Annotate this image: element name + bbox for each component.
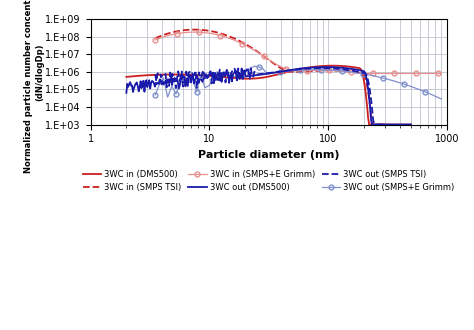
3WC out (DMS500)	[365, 81, 370, 84]
3WC in (SMPS+E Grimm)	[352, 71, 357, 75]
Line: 3WC in (SMPS+E Grimm): 3WC in (SMPS+E Grimm)	[153, 30, 444, 76]
3WC out (SMPS+E Grimm)	[219, 72, 224, 76]
3WC out (SMPS TSI)	[364, 73, 369, 77]
3WC out (DMS500)	[298, 67, 303, 71]
Line: 3WC in (DMS500): 3WC in (DMS500)	[127, 66, 411, 124]
3WC in (DMS500)	[124, 75, 129, 79]
3WC out (SMPS+E Grimm)	[438, 97, 444, 101]
3WC out (DMS500)	[124, 91, 129, 95]
3WC in (SMPS+E Grimm)	[438, 72, 444, 76]
3WC out (SMPS+E Grimm)	[397, 81, 403, 85]
3WC in (SMPS TSI)	[382, 122, 388, 126]
3WC out (SMPS TSI)	[372, 122, 377, 126]
3WC in (SMPS TSI)	[196, 28, 202, 32]
3WC in (DMS500)	[293, 68, 299, 72]
3WC in (DMS500)	[383, 122, 389, 126]
Line: 3WC out (SMPS TSI): 3WC out (SMPS TSI)	[155, 67, 385, 124]
3WC in (SMPS+E Grimm)	[192, 30, 198, 34]
3WC in (SMPS+E Grimm)	[341, 69, 346, 73]
3WC in (SMPS TSI)	[166, 31, 172, 35]
3WC in (SMPS TSI)	[191, 28, 197, 32]
3WC in (SMPS TSI)	[152, 36, 158, 40]
3WC in (DMS500)	[292, 68, 298, 72]
3WC in (DMS500)	[408, 122, 414, 126]
Line: 3WC out (SMPS+E Grimm): 3WC out (SMPS+E Grimm)	[153, 64, 444, 101]
3WC out (DMS500)	[323, 65, 329, 69]
3WC out (SMPS TSI)	[162, 73, 167, 77]
3WC out (DMS500)	[369, 122, 375, 126]
3WC in (SMPS+E Grimm)	[413, 72, 419, 76]
3WC out (SMPS+E Grimm)	[152, 93, 158, 97]
Line: 3WC out (DMS500): 3WC out (DMS500)	[127, 67, 411, 124]
3WC in (SMPS TSI)	[370, 122, 376, 126]
X-axis label: Particle diameter (nm): Particle diameter (nm)	[198, 150, 339, 160]
3WC out (SMPS+E Grimm)	[252, 64, 257, 68]
3WC out (SMPS+E Grimm)	[401, 82, 407, 86]
3WC out (DMS500)	[292, 67, 298, 71]
3WC in (SMPS TSI)	[162, 33, 167, 37]
3WC out (DMS500)	[408, 122, 414, 126]
Legend: 3WC in (DMS500), 3WC in (SMPS TSI), 3WC in (SMPS+E Grimm), 3WC out (DMS500), 3WC: 3WC in (DMS500), 3WC in (SMPS TSI), 3WC …	[79, 167, 458, 195]
3WC out (SMPS TSI)	[213, 80, 219, 84]
3WC in (SMPS+E Grimm)	[330, 69, 336, 73]
3WC out (SMPS+E Grimm)	[239, 69, 245, 73]
3WC in (SMPS+E Grimm)	[152, 38, 158, 42]
3WC out (SMPS TSI)	[166, 84, 172, 88]
3WC out (SMPS TSI)	[245, 65, 250, 69]
3WC out (SMPS TSI)	[195, 77, 201, 81]
3WC in (SMPS TSI)	[373, 122, 378, 126]
3WC out (SMPS+E Grimm)	[314, 68, 320, 72]
3WC out (SMPS+E Grimm)	[190, 77, 195, 81]
3WC out (SMPS TSI)	[382, 122, 388, 126]
Y-axis label: Normalized particle number concentration
(dN/dlogDp): Normalized particle number concentration…	[25, 0, 44, 173]
3WC in (DMS500)	[330, 64, 336, 68]
3WC out (SMPS TSI)	[373, 122, 378, 126]
3WC in (SMPS TSI)	[364, 80, 369, 84]
3WC in (SMPS+E Grimm)	[283, 67, 288, 71]
3WC out (SMPS TSI)	[152, 72, 158, 76]
3WC out (DMS500)	[383, 122, 389, 126]
3WC in (DMS500)	[365, 106, 370, 110]
3WC out (DMS500)	[125, 82, 130, 86]
3WC in (DMS500)	[366, 122, 372, 126]
3WC in (DMS500)	[298, 67, 303, 71]
3WC in (SMPS TSI)	[215, 31, 220, 35]
3WC in (SMPS+E Grimm)	[326, 68, 332, 72]
3WC in (DMS500)	[125, 75, 130, 79]
Line: 3WC in (SMPS TSI): 3WC in (SMPS TSI)	[155, 30, 385, 124]
3WC in (SMPS+E Grimm)	[359, 72, 365, 76]
3WC out (DMS500)	[293, 67, 299, 71]
